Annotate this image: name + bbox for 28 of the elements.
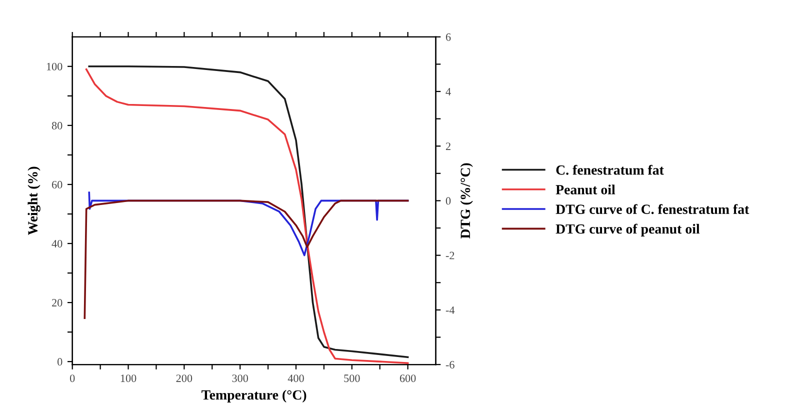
y2-tick-label: -4 <box>446 306 455 314</box>
y2-tick-label: -2 <box>446 252 454 260</box>
y2-tick-label: -6 <box>446 361 454 368</box>
legend-label: C. fenestratum fat <box>556 164 664 175</box>
y-axis-title: Weight (%) <box>28 166 40 236</box>
y-tick-label: 0 <box>58 358 62 366</box>
legend-label: DTG curve of C. fenestratum fat <box>556 204 750 214</box>
y-tick-label: 60 <box>52 180 62 188</box>
y2-tick-label: 0 <box>446 197 451 205</box>
y-tick-label: 20 <box>52 299 62 307</box>
x-axis-title: Temperature (°C) <box>202 390 306 402</box>
legend-label: DTG curve of peanut oil <box>556 224 700 237</box>
x-tick-label: 100 <box>120 374 136 382</box>
line-series <box>84 200 409 320</box>
y2-axis-title: DTG (%/°C) <box>460 163 473 239</box>
y2-tick-label: 6 <box>446 33 451 41</box>
x-tick-label: 600 <box>400 374 416 382</box>
y-tick-label: 40 <box>52 240 62 248</box>
x-tick-label: 200 <box>176 374 192 382</box>
x-tick-label: 500 <box>344 374 360 382</box>
y2-tick-label: 2 <box>446 142 450 150</box>
legend-label: Peanut oil <box>556 184 616 194</box>
y2-tick-label: 4 <box>446 88 451 96</box>
x-tick-label: 300 <box>232 374 248 382</box>
y-tick-label: 100 <box>46 62 62 70</box>
x-tick-label: 400 <box>288 374 304 382</box>
x-tick-label: 0 <box>70 374 75 382</box>
y-tick-label: 80 <box>52 122 62 130</box>
